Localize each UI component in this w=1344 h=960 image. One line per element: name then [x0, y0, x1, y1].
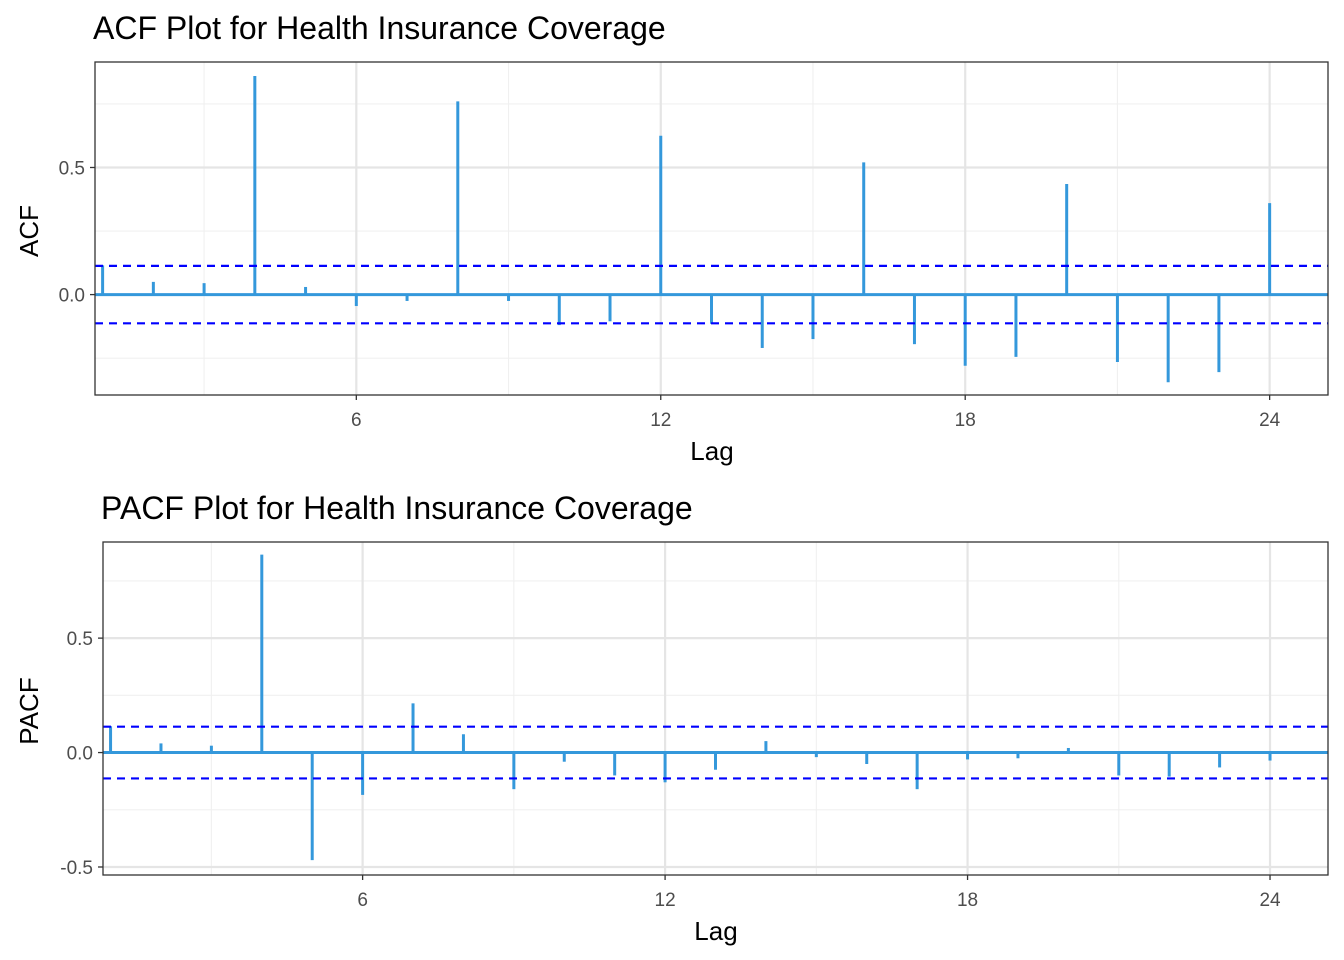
acf-plot-border [94, 61, 1329, 396]
pacf-x-tick-label: 12 [655, 890, 676, 911]
pacf-x-axis-title: Lag [694, 916, 737, 946]
acf-minor-grid [95, 62, 1328, 395]
pacf-minor-grid [103, 542, 1328, 875]
pacf-panel: PACF Plot for Health Insurance Coverage … [14, 490, 1329, 946]
pacf-y-tick-label: -0.5 [60, 858, 93, 879]
pacf-x-tick-label: 6 [357, 890, 368, 911]
acf-bars [95, 75, 1328, 383]
acf-x-tick-label: 24 [1259, 410, 1281, 431]
pacf-x-axis: 6 12 18 24 [357, 875, 1281, 911]
pacf-y-axis: -0.5 0.0 0.5 [60, 629, 103, 879]
pacf-y-axis-title: PACF [14, 677, 44, 744]
pacf-y-tick-label: 0.5 [67, 629, 93, 650]
acf-y-tick-label: 0.0 [59, 286, 85, 307]
acf-x-axis: 6 12 18 24 [351, 395, 1281, 431]
pacf-plot-background [103, 542, 1328, 875]
acf-chart-title: ACF Plot for Health Insurance Coverage [93, 10, 666, 46]
acf-confidence-bounds [95, 264, 1328, 325]
acf-x-tick-label: 18 [955, 410, 976, 431]
pacf-x-tick-label: 18 [957, 890, 978, 911]
acf-y-axis-title: ACF [14, 205, 44, 257]
acf-y-axis: 0.0 0.5 [59, 158, 95, 307]
pacf-chart-title: PACF Plot for Health Insurance Coverage [101, 490, 693, 526]
acf-x-tick-label: 12 [650, 410, 671, 431]
acf-x-axis-title: Lag [690, 436, 733, 466]
pacf-plot-border [102, 541, 1329, 876]
acf-plot-background [95, 62, 1328, 395]
pacf-y-tick-label: 0.0 [67, 744, 93, 765]
acf-x-tick-label: 6 [351, 410, 362, 431]
acf-panel: ACF Plot for Health Insurance Coverage 0… [14, 10, 1329, 466]
pacf-bars [103, 554, 1328, 861]
pacf-x-tick-label: 24 [1259, 890, 1281, 911]
acf-y-tick-label: 0.5 [59, 158, 85, 179]
